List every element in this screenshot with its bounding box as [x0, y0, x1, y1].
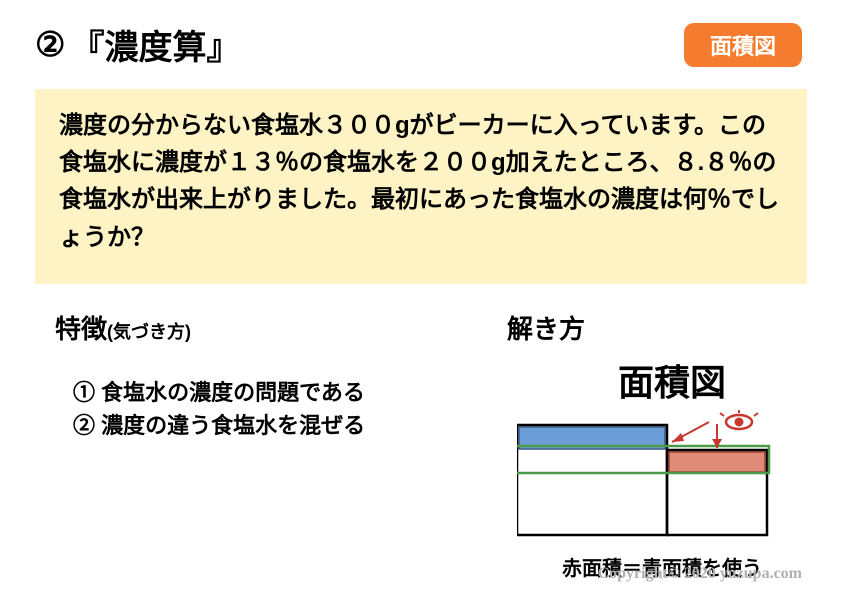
red-area-rect: [669, 452, 765, 472]
title-group: ② 『濃度算』: [35, 20, 240, 69]
section-number: ②: [35, 25, 65, 65]
method-heading: 解き方: [487, 309, 807, 346]
area-diagram: [517, 410, 777, 540]
problem-statement: 濃度の分からない食塩水３００gがビーカーに入っています。この食塩水に濃度が１３％…: [35, 89, 807, 284]
feature-list: ① 食塩水の濃度の問題である ② 濃度の違う食塩水を混ぜる: [55, 376, 487, 442]
header: ② 『濃度算』 面積図: [0, 0, 842, 79]
list-item: ① 食塩水の濃度の問題である: [73, 376, 487, 409]
content-area: 特徴(気づき方) ① 食塩水の濃度の問題である ② 濃度の違う食塩水を混ぜる 解…: [0, 284, 842, 581]
category-badge: 面積図: [684, 23, 802, 67]
features-column: 特徴(気づき方) ① 食塩水の濃度の問題である ② 濃度の違う食塩水を混ぜる: [55, 309, 487, 581]
list-item: ② 濃度の違う食塩水を混ぜる: [73, 409, 487, 442]
copyright: Copyright© 2020 yuzupa.com: [598, 565, 802, 583]
arrows: [672, 422, 722, 448]
features-heading: 特徴(気づき方): [55, 309, 487, 346]
eye-icon: [720, 410, 758, 429]
method-column: 解き方 面積図: [487, 309, 807, 581]
features-heading-sub: (気づき方): [107, 322, 191, 342]
method-label: 面積図: [487, 354, 807, 406]
features-heading-main: 特徴: [55, 314, 107, 344]
page-title: 『濃度算』: [70, 20, 240, 69]
